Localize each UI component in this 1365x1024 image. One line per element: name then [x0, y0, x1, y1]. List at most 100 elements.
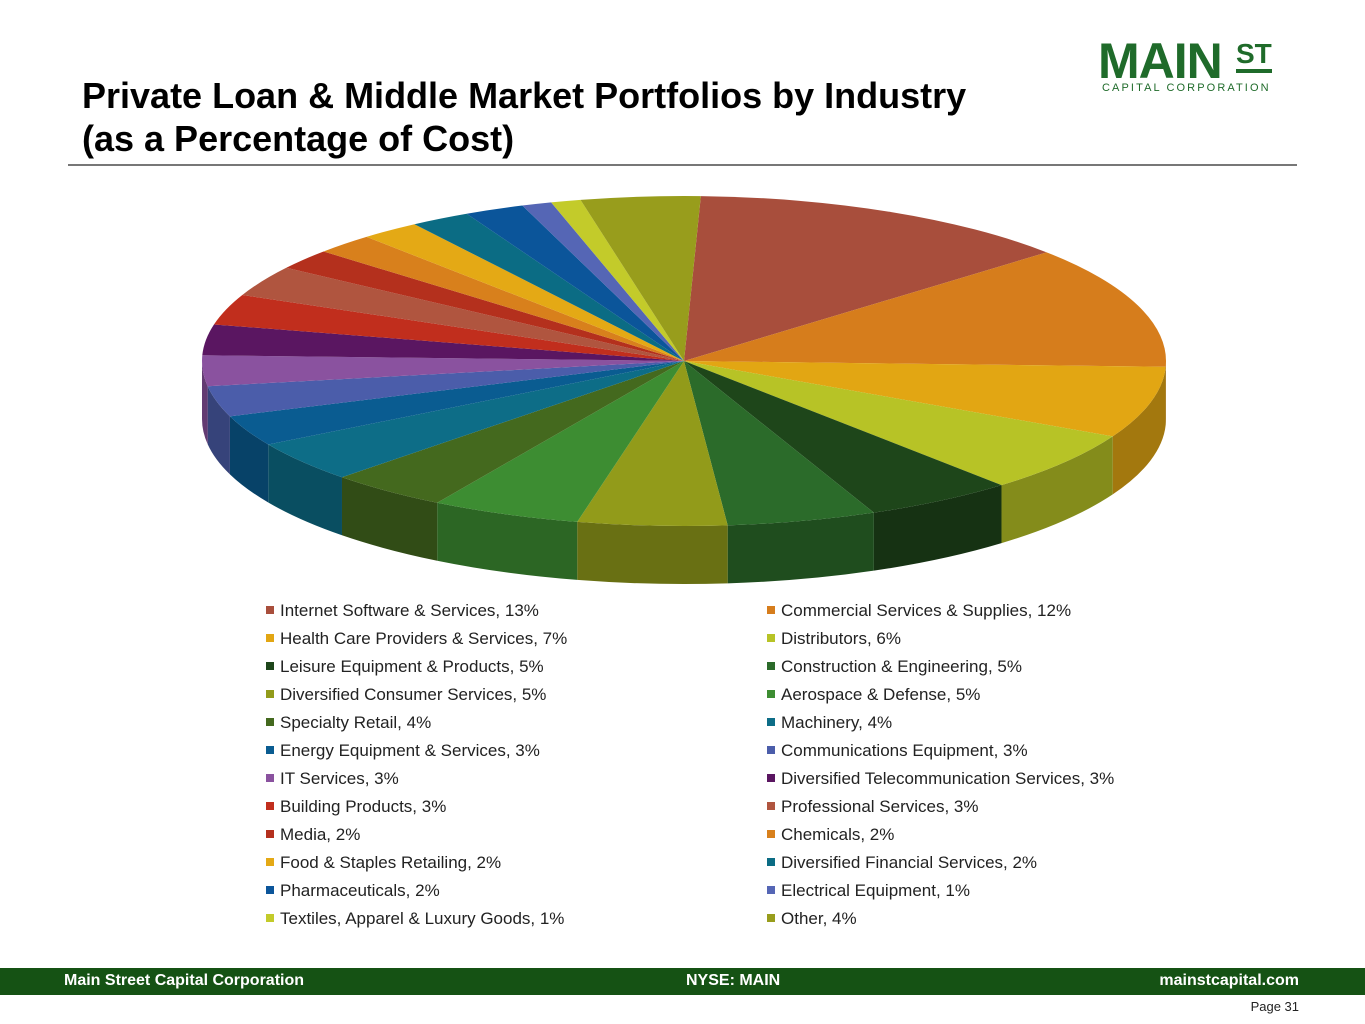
pie-slice-side	[202, 361, 208, 445]
page-title: Private Loan & Middle Market Portfolios …	[82, 74, 1042, 160]
pie-slice	[201, 355, 684, 387]
pie-slice	[577, 361, 728, 526]
page-number: Page 31	[1250, 999, 1299, 1014]
legend-label: Commercial Services & Supplies, 12%	[781, 601, 1072, 620]
pie-slice	[522, 202, 684, 361]
legend-item: Machinery, 4%	[767, 713, 892, 733]
legend-item: Food & Staples Retailing, 2%	[266, 853, 501, 873]
legend-swatch	[767, 802, 775, 810]
legend-label: Diversified Telecommunication Services, …	[781, 769, 1115, 788]
legend-label: Health Care Providers & Services, 7%	[280, 629, 568, 648]
legend-swatch	[266, 830, 274, 838]
footer-company-name: Main Street Capital Corporation	[64, 972, 305, 989]
pie-slice	[580, 196, 701, 361]
footer-website: mainstcapital.com	[1159, 972, 1299, 989]
legend-label: Construction & Engineering, 5%	[781, 657, 1022, 676]
pie-slice	[207, 361, 684, 417]
pie-slice-side	[727, 512, 874, 584]
legend-item: Chemicals, 2%	[767, 825, 894, 845]
legend-item: Specialty Retail, 4%	[266, 713, 431, 733]
legend-swatch	[767, 606, 775, 614]
legend-label: Professional Services, 3%	[781, 797, 979, 816]
legend-item: Diversified Telecommunication Services, …	[767, 769, 1114, 789]
legend-item: Building Products, 3%	[266, 797, 446, 817]
legend-label: Electrical Equipment, 1%	[781, 881, 970, 900]
legend-swatch	[767, 690, 775, 698]
logo-subtitle: CAPITAL CORPORATION	[1102, 82, 1271, 94]
legend-label: Machinery, 4%	[781, 713, 893, 732]
legend-swatch	[266, 802, 274, 810]
pie-slice	[286, 251, 684, 361]
legend-item: Electrical Equipment, 1%	[767, 881, 970, 901]
legend-item: Communications Equipment, 3%	[767, 741, 1028, 761]
pie-slice	[341, 361, 684, 503]
legend-item: Other, 4%	[767, 909, 857, 929]
pie-slice-side	[341, 477, 438, 561]
legend-item: Energy Equipment & Services, 3%	[266, 741, 540, 761]
pie-slice	[551, 199, 684, 361]
pie-slice	[202, 324, 684, 361]
legend-label: Other, 4%	[781, 909, 857, 928]
pie-slice	[366, 224, 684, 361]
legend-item: Textiles, Apparel & Luxury Goods, 1%	[266, 909, 564, 929]
legend-label: Diversified Financial Services, 2%	[781, 853, 1038, 872]
pie-side-walls	[202, 361, 1166, 584]
legend-label: Specialty Retail, 4%	[280, 713, 432, 732]
legend-swatch	[266, 718, 274, 726]
legend-swatch	[266, 690, 274, 698]
pie-slice	[684, 196, 1047, 361]
legend-label: Energy Equipment & Services, 3%	[280, 741, 540, 760]
legend-item: Diversified Consumer Services, 5%	[266, 685, 546, 705]
company-logo: MAIN ST CAPITAL CORPORATION	[1098, 36, 1288, 96]
pie-slice	[213, 294, 684, 361]
legend-swatch	[767, 886, 775, 894]
pie-slice	[684, 361, 1113, 486]
legend-label: Pharmaceuticals, 2%	[280, 881, 440, 900]
pie-slice-side	[577, 521, 728, 584]
footer-bar: Main Street Capital Corporation NYSE: MA…	[0, 968, 1365, 995]
legend-swatch	[767, 662, 775, 670]
pie-slice	[684, 361, 874, 526]
legend-swatch	[767, 774, 775, 782]
pie-slice-side	[873, 485, 1002, 571]
legend-label: Chemicals, 2%	[781, 825, 895, 844]
legend-item: Commercial Services & Supplies, 12%	[767, 601, 1071, 621]
legend-label: Building Products, 3%	[280, 797, 447, 816]
pie-slice	[437, 361, 684, 522]
legend-item: Professional Services, 3%	[767, 797, 978, 817]
page-title-line1: Private Loan & Middle Market Portfolios …	[82, 75, 967, 116]
industry-pie-chart	[201, 196, 1167, 584]
legend-item: Distributors, 6%	[767, 629, 901, 649]
legend-swatch	[767, 830, 775, 838]
legend-item: Construction & Engineering, 5%	[767, 657, 1022, 677]
pie-slice-side	[268, 444, 342, 536]
legend-item: Media, 2%	[266, 825, 360, 845]
legend-item: Pharmaceuticals, 2%	[266, 881, 440, 901]
legend-label: IT Services, 3%	[280, 769, 399, 788]
pie-slice-side	[1001, 436, 1113, 544]
legend-swatch	[266, 606, 274, 614]
pie-slice-side	[207, 386, 230, 475]
legend-swatch	[266, 858, 274, 866]
pie-slice	[684, 361, 1002, 513]
footer-ticker: NYSE: MAIN	[686, 972, 781, 989]
legend-item: Internet Software & Services, 13%	[266, 601, 539, 621]
pie-slice	[323, 236, 684, 361]
pie-slice-side	[229, 416, 269, 503]
legend-label: Internet Software & Services, 13%	[280, 601, 539, 620]
legend-item: Leisure Equipment & Products, 5%	[266, 657, 544, 677]
pie-slice	[684, 361, 1166, 437]
pie-slice	[466, 205, 684, 361]
page-title-line2: (as a Percentage of Cost)	[82, 118, 515, 159]
legend-swatch	[266, 914, 274, 922]
legend-swatch	[767, 746, 775, 754]
pie-slice	[242, 267, 684, 361]
legend-swatch	[266, 774, 274, 782]
legend-label: Food & Staples Retailing, 2%	[280, 853, 502, 872]
title-divider	[68, 164, 1297, 166]
pie-slice	[414, 213, 684, 361]
legend-label: Media, 2%	[280, 825, 361, 844]
legend-swatch	[767, 858, 775, 866]
legend-swatch	[767, 914, 775, 922]
pie-slice	[684, 252, 1167, 367]
